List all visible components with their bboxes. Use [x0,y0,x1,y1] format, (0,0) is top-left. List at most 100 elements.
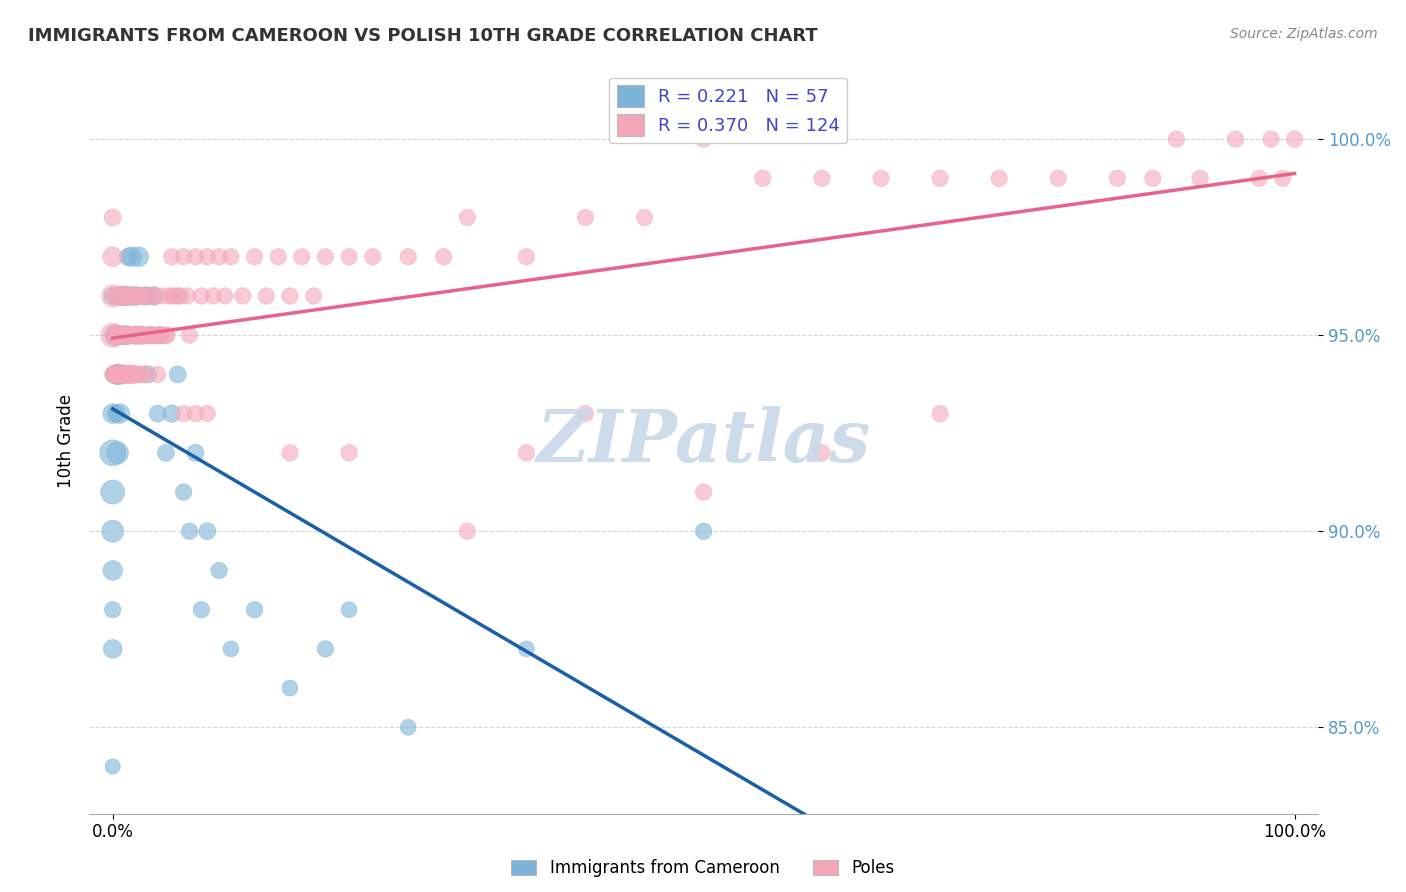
Point [156,328,179,343]
Legend: R = 0.221   N = 57, R = 0.370   N = 124: R = 0.221 N = 57, R = 0.370 N = 124 [609,78,848,144]
Point [117,289,139,303]
Point [134,368,156,382]
Point [254,289,277,303]
Point [811,171,834,186]
Point [1107,171,1129,186]
Point [121,250,143,264]
Point [118,328,141,343]
Point [456,524,478,539]
Point [101,289,124,303]
Point [115,328,138,343]
Point [112,328,135,343]
Point [139,328,162,343]
Point [160,407,183,421]
Point [111,328,134,343]
Point [166,289,188,303]
Point [101,289,124,303]
Point [692,524,714,539]
Point [149,328,172,343]
Point [160,250,183,264]
Point [314,250,336,264]
Point [278,681,301,695]
Point [101,759,124,773]
Point [104,368,127,382]
Point [114,328,136,343]
Point [190,602,212,616]
Text: ZIPatlas: ZIPatlas [537,406,870,476]
Point [184,446,207,460]
Point [136,328,159,343]
Point [515,641,537,656]
Point [101,328,124,343]
Point [101,564,124,578]
Point [112,368,135,382]
Point [121,328,143,343]
Point [107,368,129,382]
Point [104,328,127,343]
Point [132,328,155,343]
Point [101,641,124,656]
Point [278,289,301,303]
Point [1249,171,1271,186]
Text: IMMIGRANTS FROM CAMEROON VS POLISH 10TH GRADE CORRELATION CHART: IMMIGRANTS FROM CAMEROON VS POLISH 10TH … [28,27,818,45]
Point [125,328,148,343]
Point [101,485,124,500]
Point [433,250,456,264]
Point [176,289,198,303]
Point [145,328,167,343]
Point [108,328,131,343]
Point [1142,171,1164,186]
Point [107,289,129,303]
Point [136,289,159,303]
Point [159,289,181,303]
Point [101,446,124,460]
Point [1271,171,1294,186]
Point [107,328,129,343]
Point [110,289,132,303]
Point [515,250,537,264]
Point [112,289,135,303]
Point [1284,132,1306,146]
Point [396,250,419,264]
Point [692,132,714,146]
Point [128,368,150,382]
Point [128,289,150,303]
Point [121,368,143,382]
Point [139,328,162,343]
Point [104,328,127,343]
Point [150,328,173,343]
Point [337,250,360,264]
Point [314,641,336,656]
Point [101,368,124,382]
Point [811,446,834,460]
Point [114,328,136,343]
Point [173,407,195,421]
Point [232,289,254,303]
Point [114,368,136,382]
Point [574,407,596,421]
Point [120,289,142,303]
Point [108,328,131,343]
Point [118,368,141,382]
Point [101,250,124,264]
Point [162,289,184,303]
Point [337,446,360,460]
Point [184,250,207,264]
Point [125,289,148,303]
Point [107,328,129,343]
Point [870,171,893,186]
Point [117,368,139,382]
Point [105,407,128,421]
Point [107,289,129,303]
Point [278,446,301,460]
Point [219,641,242,656]
Point [214,289,236,303]
Point [103,368,125,382]
Point [361,250,384,264]
Point [143,289,166,303]
Legend: Immigrants from Cameroon, Poles: Immigrants from Cameroon, Poles [505,853,901,884]
Point [121,368,143,382]
Point [179,524,201,539]
Point [120,289,142,303]
Point [1225,132,1247,146]
